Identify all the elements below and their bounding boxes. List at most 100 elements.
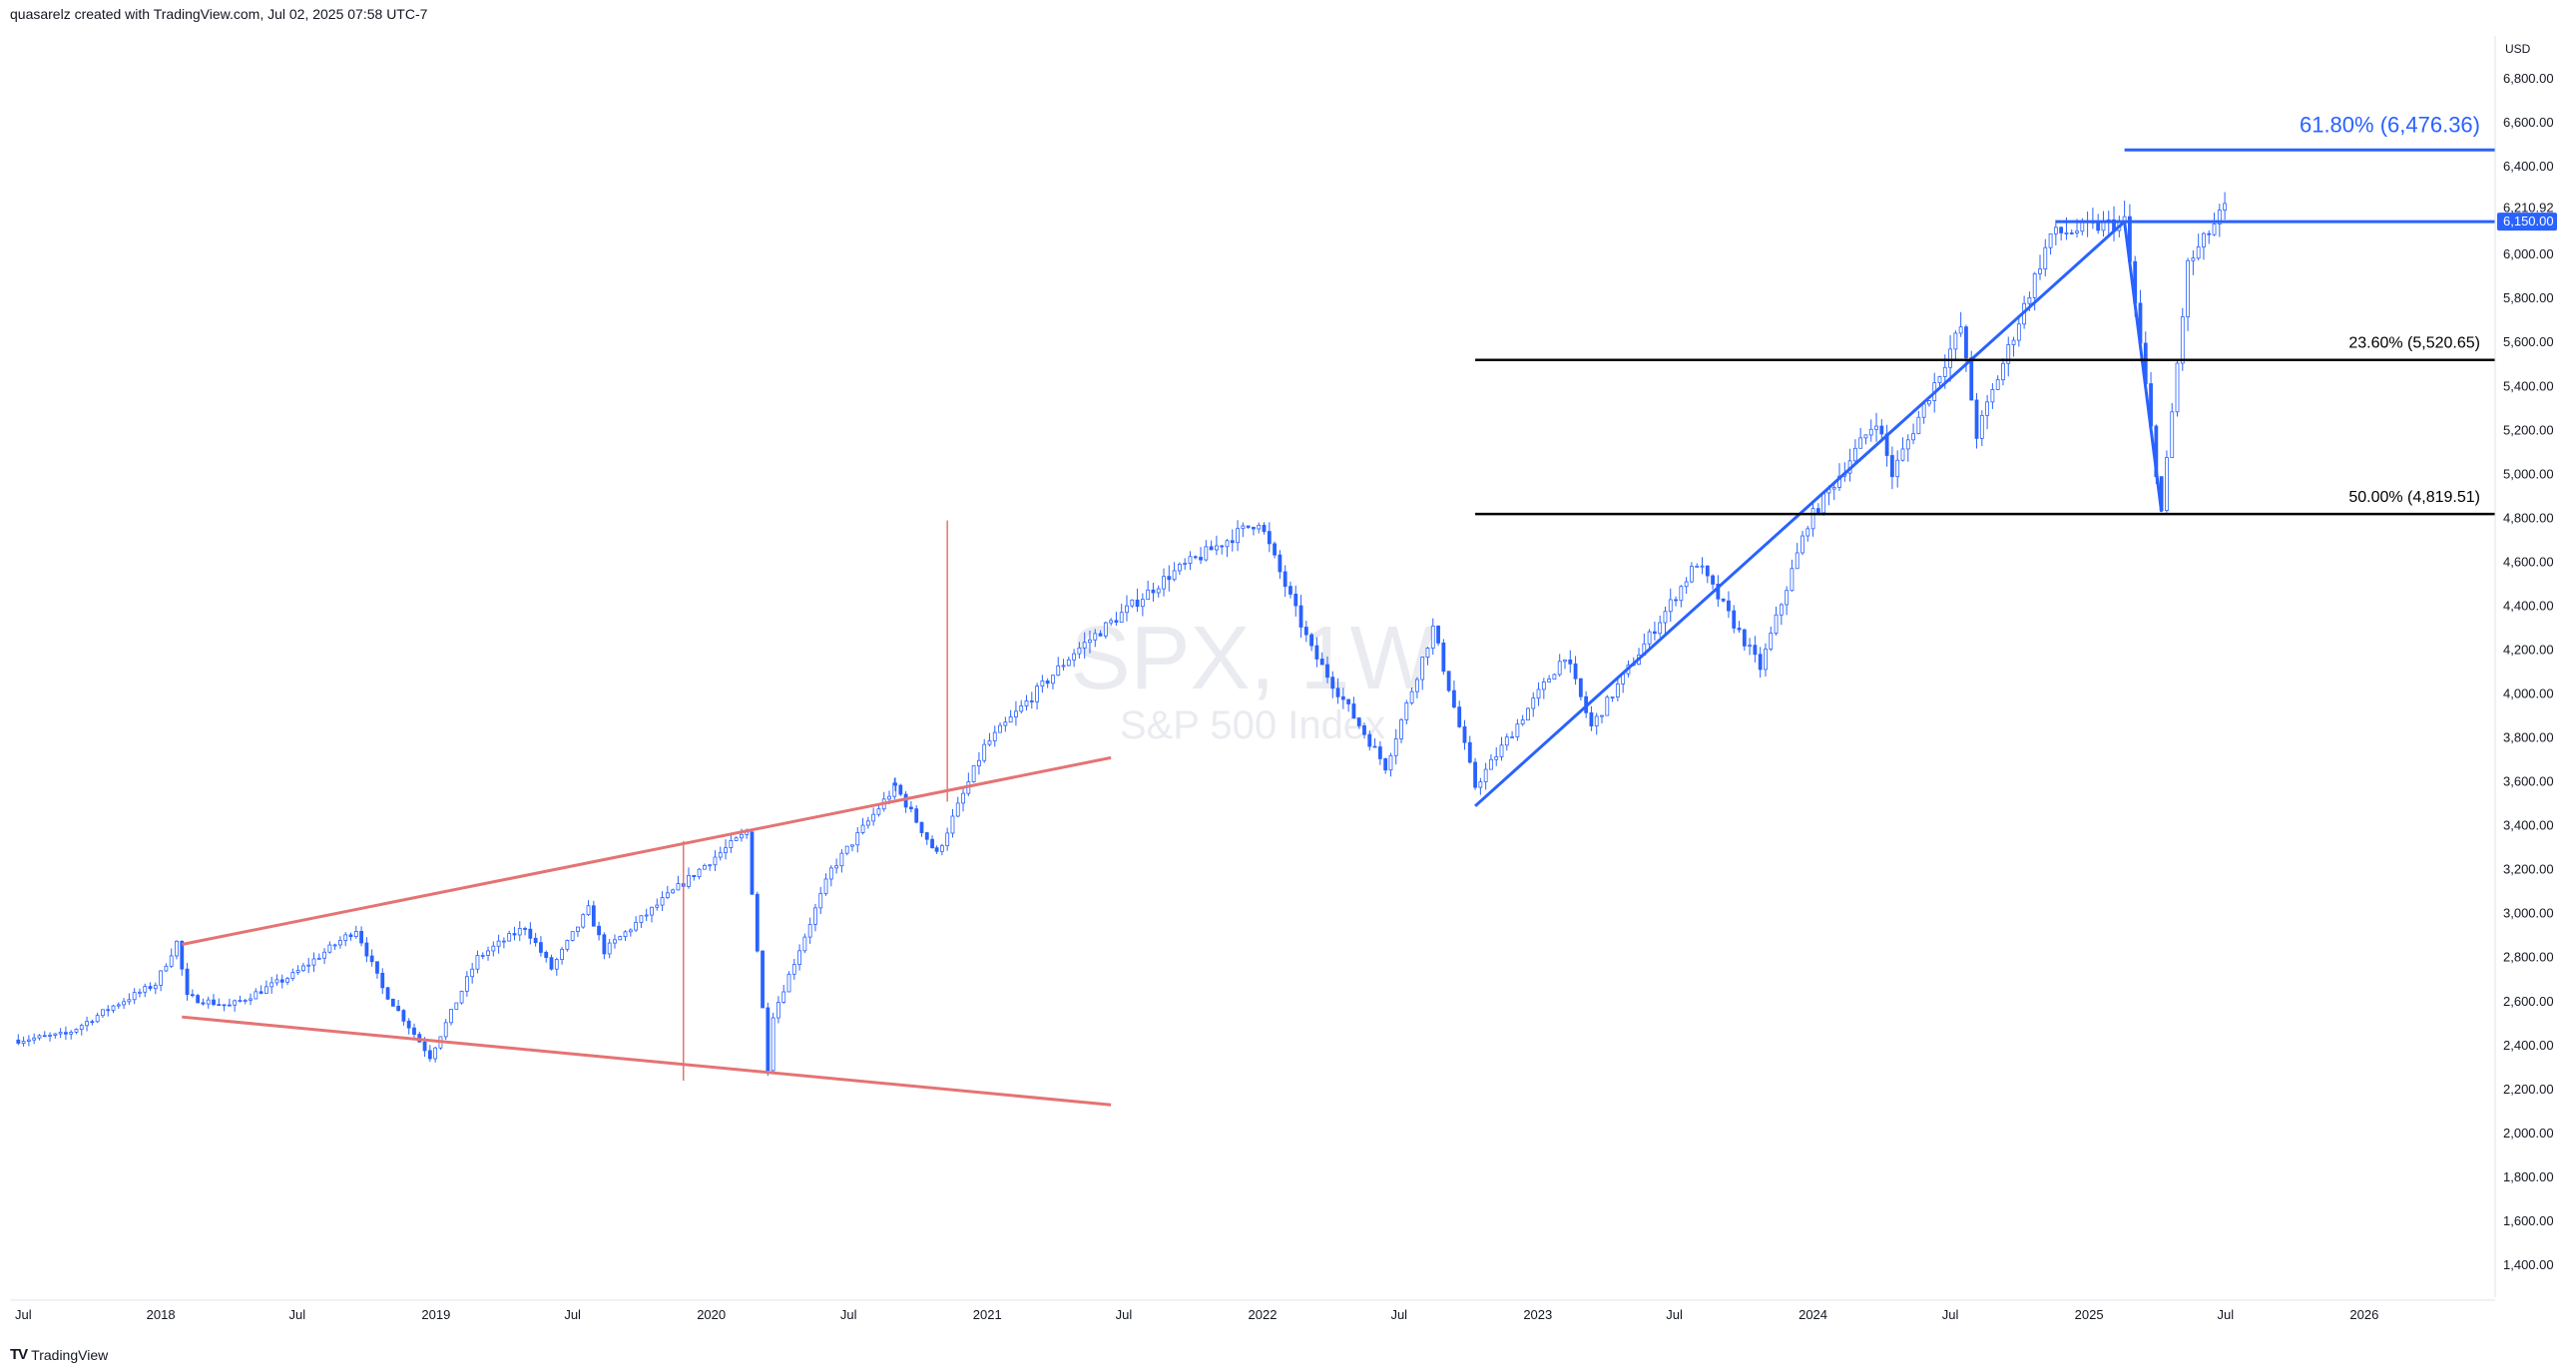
candle-body (797, 950, 801, 965)
drawings: 61.80% (6,476.36) 23.60% (5,520.65) 50.00%… (181, 112, 2495, 1107)
candle-body (1478, 781, 1483, 788)
candle-body (1135, 599, 1140, 608)
candle-body (1895, 459, 1900, 478)
candle-body (623, 931, 628, 937)
candle-body (486, 950, 490, 956)
candle-body (427, 1050, 432, 1060)
price-tick-label: 4,400.00 (2503, 598, 2554, 613)
candle-body (164, 965, 169, 972)
candle-body (1035, 685, 1039, 702)
candle-body (1831, 487, 1836, 490)
candle-body (1700, 565, 1705, 568)
candle-body (1204, 546, 1209, 561)
level-badge (2497, 213, 2557, 231)
candle-body (1473, 761, 1477, 788)
candle-body (734, 837, 739, 841)
candle-body (470, 968, 475, 978)
candle-body (1098, 633, 1103, 637)
candle-body (718, 852, 723, 858)
time-tick-label: Jul (2218, 1307, 2235, 1322)
watermark-symbol: SPX, 1W (1070, 609, 1434, 708)
candle-body (375, 961, 379, 974)
candle-body (1114, 620, 1119, 623)
candle-body (32, 1037, 37, 1041)
candle-body (977, 759, 981, 766)
candle-body (2180, 316, 2185, 364)
candle-body (818, 893, 823, 909)
candle-body (53, 1033, 58, 1036)
candle-body (924, 832, 929, 840)
candle-body (1837, 475, 1841, 488)
candle-body (1008, 716, 1013, 723)
candle-body (1293, 593, 1298, 607)
candle-body (1230, 540, 1235, 544)
candle-body (380, 972, 385, 989)
candle-body (459, 990, 464, 1004)
candle-body (676, 883, 681, 891)
candle-body (95, 1015, 100, 1023)
candle-body (1172, 570, 1177, 581)
candle-body (2186, 259, 2190, 317)
candle-body (1953, 332, 1958, 350)
candle-body (549, 957, 554, 970)
candle-body (311, 958, 316, 966)
candle-body (1652, 631, 1657, 635)
candle-body (1351, 703, 1356, 718)
candle-body (285, 978, 289, 983)
time-axis[interactable]: Jul 2018 Jul 2019 Jul 2020 Jul 2021 Jul 2022 Jul 20… (10, 1299, 2495, 1322)
candle-body (85, 1021, 89, 1027)
candle-body (766, 1007, 771, 1072)
candle-body (1748, 645, 1752, 648)
price-axis[interactable]: USD 6,800.00 6,600.00 6,400.00 6,000.00 5,80… (2494, 36, 2557, 1297)
candle-body (274, 979, 279, 984)
candle-body (143, 986, 148, 993)
candle-body (1241, 525, 1246, 530)
candle-body (258, 991, 263, 994)
megaphone-upper-line (181, 755, 1112, 946)
candle-body (1557, 661, 1562, 676)
candle-body (1209, 546, 1214, 551)
candle-body (2027, 296, 2032, 304)
candle-body (1252, 527, 1256, 530)
time-tick-label: Jul (1942, 1307, 1959, 1322)
candle-body (58, 1032, 63, 1035)
fib-50-label: 50.00% (4,819.51) (2348, 489, 2480, 506)
candle-body (1921, 403, 1926, 418)
candle-body (1014, 710, 1018, 717)
candle-body (755, 893, 760, 952)
candle-body (1367, 733, 1372, 747)
candle-body (2207, 232, 2212, 235)
candle-body (227, 1004, 232, 1007)
candle-body (1711, 575, 1715, 585)
candle-body (1346, 698, 1351, 704)
candle-body (127, 999, 132, 1003)
candle-body (501, 940, 506, 943)
candle-body (1193, 556, 1198, 559)
candle-body (930, 838, 934, 849)
candle-body (1309, 634, 1314, 647)
price-tick-label: 5,200.00 (2503, 422, 2554, 437)
candle-body (1330, 677, 1335, 689)
time-tick-label: Jul (840, 1307, 857, 1322)
candle-body (2016, 323, 2021, 341)
candle-body (1600, 714, 1604, 717)
candle-body (2223, 203, 2228, 211)
candle-body (1220, 545, 1225, 548)
candle-body (586, 905, 591, 916)
candle-body (279, 979, 284, 983)
candle-body (865, 820, 870, 826)
candle-body (1404, 702, 1409, 720)
candle-body (1742, 629, 1747, 647)
candle-body (1103, 622, 1108, 637)
candle-body (1162, 576, 1166, 590)
chart-attribution: quasarelz created with TradingView.com, … (10, 6, 428, 22)
candle-body (1462, 725, 1467, 743)
candle-body (1045, 681, 1050, 685)
candle-body (1610, 696, 1615, 698)
candle-body (1868, 428, 1873, 436)
candle-body (2202, 232, 2206, 247)
candle-body (74, 1029, 79, 1033)
candle-body (1737, 628, 1742, 631)
candle-body (1140, 599, 1145, 608)
